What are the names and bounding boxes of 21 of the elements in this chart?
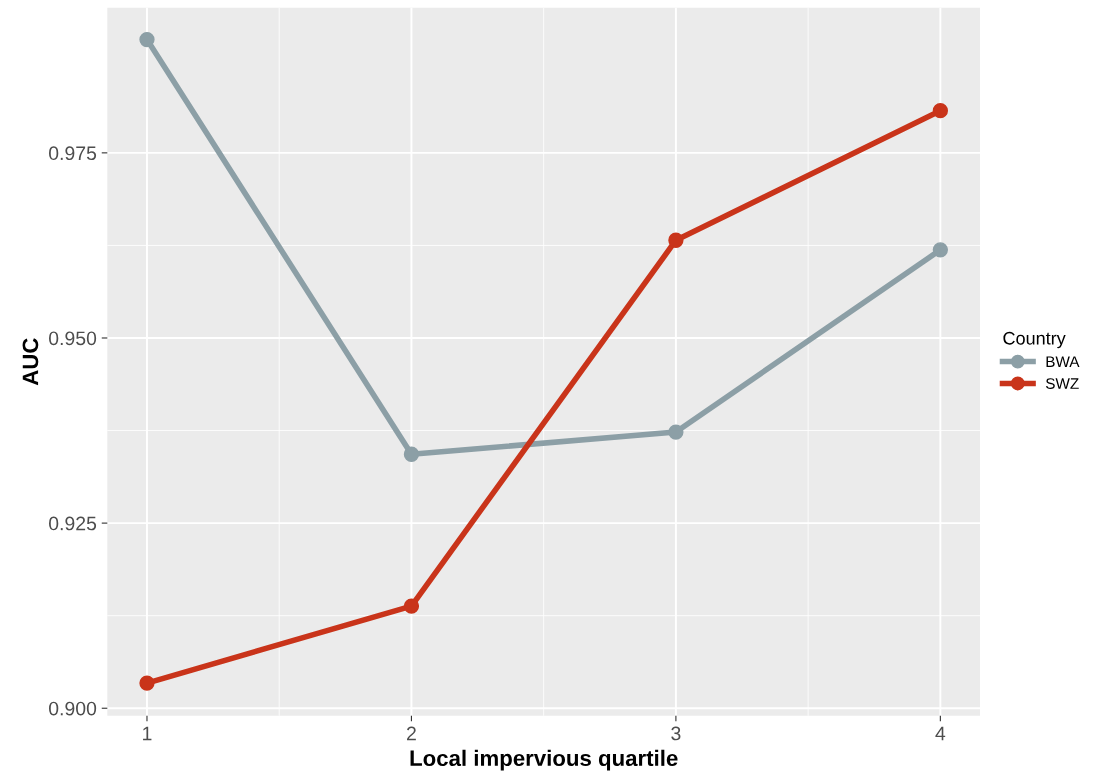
- x-axis-title: Local impervious quartile: [410, 749, 678, 771]
- legend-title: Country: [1003, 331, 1066, 349]
- x-tick-label: 1: [143, 726, 152, 741]
- x-tick-label: 4: [935, 726, 946, 741]
- point: [403, 446, 420, 462]
- point: [139, 675, 155, 691]
- point: [403, 598, 420, 614]
- y-tick-label: 0.975: [49, 146, 97, 161]
- y-tick-label: 0.925: [49, 516, 97, 531]
- x-tick-label: 2: [407, 726, 416, 741]
- point: [668, 424, 684, 440]
- point: [668, 232, 684, 248]
- y-axis-title: AUC: [22, 338, 39, 386]
- point: [139, 31, 155, 48]
- point: [932, 242, 948, 258]
- y-tick-label: 0.950: [49, 331, 97, 346]
- legend-label: SWZ: [1045, 378, 1079, 389]
- legend-label: BWA: [1046, 356, 1080, 367]
- x-tick-label: 3: [671, 726, 681, 741]
- point: [932, 103, 948, 119]
- y-tick-label: 0.900: [49, 701, 97, 716]
